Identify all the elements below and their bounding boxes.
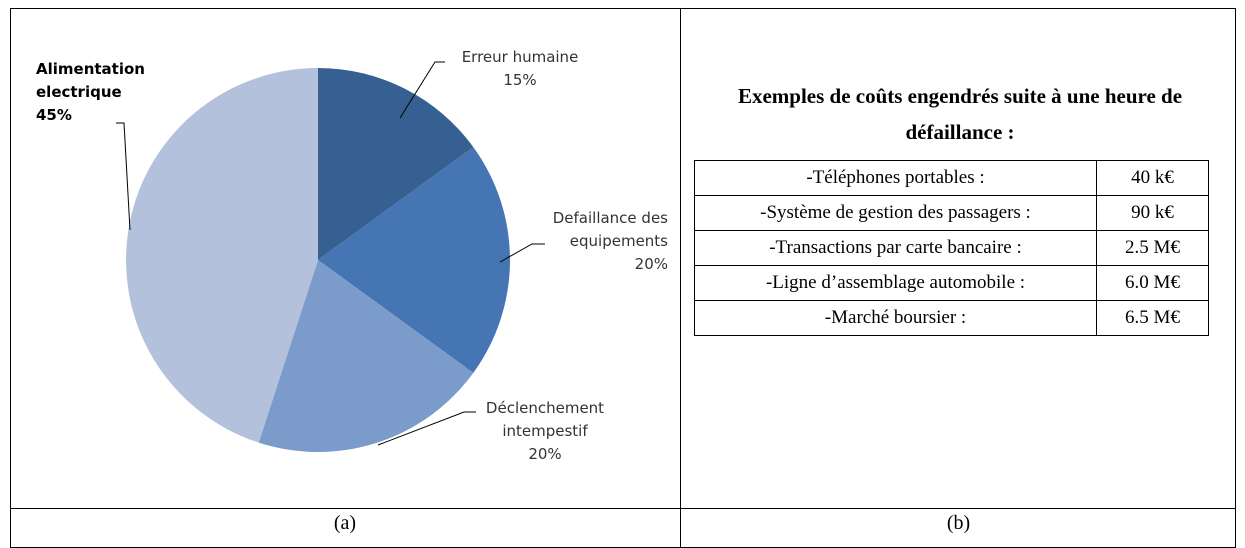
divider	[10, 508, 1236, 509]
leader-line	[399, 61, 445, 119]
leader-line	[499, 243, 545, 263]
leader-lines	[116, 61, 545, 446]
pie-slice	[126, 68, 319, 443]
value-label: 20%	[634, 255, 668, 273]
table-cell: 6.0 M€	[1096, 265, 1209, 301]
slice-label: Déclenchement intempestif 20%	[470, 397, 620, 466]
category-name: Defaillance des equipements	[552, 209, 668, 250]
cost-table: -Téléphones portables :40 k€ -Système de …	[694, 160, 1209, 336]
category-name: Erreur humaine	[461, 48, 579, 66]
divider	[680, 8, 681, 548]
table-cell: -Transactions par carte bancaire :	[694, 230, 1097, 266]
table-title: Exemples de coûts engendrés suite à une …	[737, 84, 1183, 144]
table-cell: 90 k€	[1096, 195, 1209, 231]
table-row: -Transactions par carte bancaire :2.5 M€	[694, 230, 1209, 266]
table-cell: 2.5 M€	[1096, 230, 1209, 266]
pie-slice	[318, 68, 474, 260]
pie-slice	[258, 260, 474, 452]
table-cell: 40 k€	[1096, 160, 1209, 196]
slice-label: Defaillance des equipements 20%	[520, 207, 668, 276]
pie-slice	[318, 147, 511, 373]
table-cell: -Ligne d’assemblage automobile :	[694, 265, 1097, 301]
table-row: -Téléphones portables :40 k€	[694, 160, 1209, 196]
value-label: 45%	[36, 106, 72, 124]
table-cell: -Marché boursier :	[694, 300, 1097, 336]
slice-label: Alimentation electrique 45%	[36, 58, 156, 127]
leader-line	[116, 122, 131, 231]
table-row: -Marché boursier :6.5 M€	[694, 300, 1209, 336]
category-name: Alimentation electrique	[36, 60, 145, 101]
leader-line	[377, 411, 476, 446]
table-cell: -Téléphones portables :	[694, 160, 1097, 196]
caption: (a)	[333, 512, 357, 534]
table-cell: -Système de gestion des passagers :	[694, 195, 1097, 231]
table-row: -Ligne d’assemblage automobile :6.0 M€	[694, 265, 1209, 301]
pie-chart	[116, 61, 545, 452]
table-row: -Système de gestion des passagers :90 k€	[694, 195, 1209, 231]
value-label: 15%	[503, 71, 537, 89]
slice-label: Erreur humaine 15%	[445, 46, 595, 92]
table-cell: 6.5 M€	[1096, 300, 1209, 336]
category-name: Déclenchement intempestif	[485, 399, 605, 440]
value-label: 20%	[528, 445, 562, 463]
caption: (b)	[946, 512, 971, 534]
